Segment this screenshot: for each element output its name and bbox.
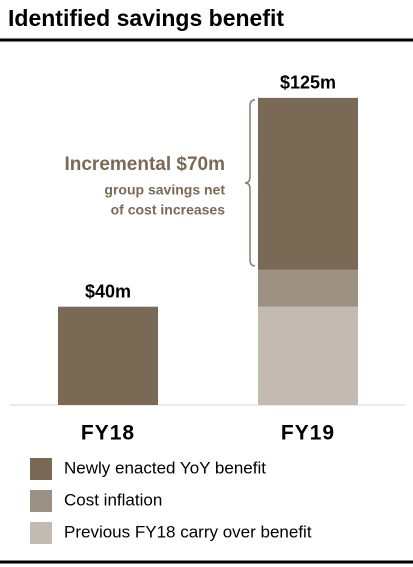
total-label: $125m [280,73,336,93]
bar-segment [258,306,358,405]
annotation: Incremental $70m [64,154,225,175]
x-tick-label: FY19 [281,422,335,445]
legend-swatch [30,458,52,480]
legend-swatch [30,522,52,544]
annotation: of cost increases [111,202,226,218]
total-label: $40m [85,281,131,301]
legend-label: Newly enacted YoY benefit [64,458,266,477]
bar-segment [58,306,158,405]
bar-segment [258,97,358,270]
legend-label: Cost inflation [64,490,162,509]
bracket [244,99,256,267]
x-tick-label: FY18 [81,422,135,445]
annotation: group savings net [104,182,225,198]
legend-swatch [30,490,52,512]
chart-title: Identified savings benefit [8,5,284,31]
bar-segment [258,269,358,307]
legend-label: Previous FY18 carry over benefit [64,522,312,541]
